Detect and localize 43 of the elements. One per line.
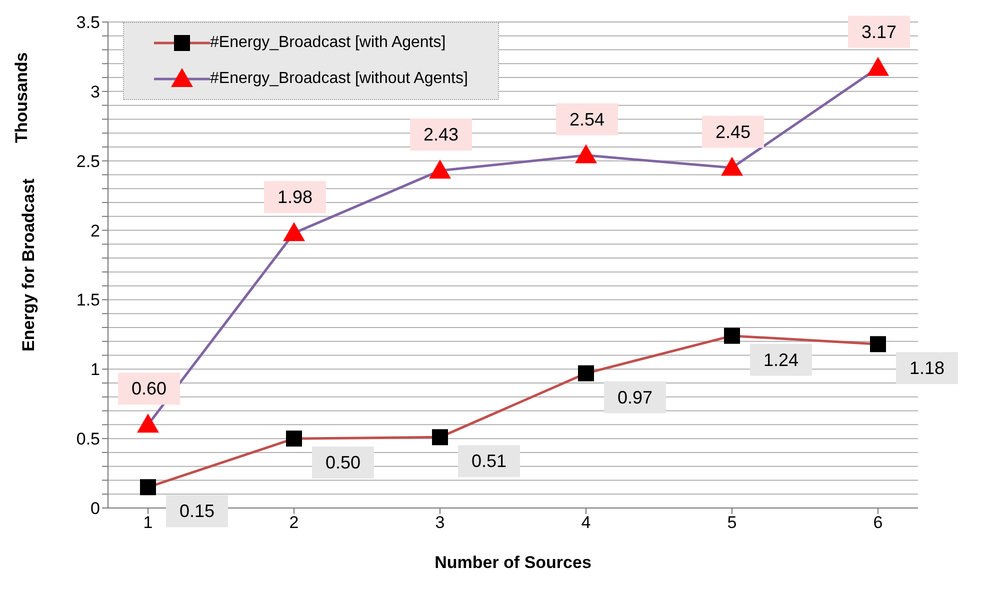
y-tick-label: 3 [90,82,100,102]
legend-label: #Energy_Broadcast [with Agents] [210,34,446,52]
x-tick-label: 1 [143,513,153,532]
data-label: 2.54 [569,109,605,130]
x-tick-label: 4 [581,513,591,532]
data-label: 0.50 [325,452,361,473]
point [283,222,305,242]
data-label: 2.45 [715,122,751,142]
data-label: 1.24 [763,350,799,370]
x-axis-title: Number of Sources [434,553,592,572]
text: Thousands [12,52,32,143]
y-tick-label: 1.5 [76,290,100,310]
point [575,144,597,164]
point [870,336,886,352]
point [724,328,740,344]
x-tick-label: 2 [289,513,299,532]
legend-label: #Energy_Broadcast [without Agents] [210,70,468,88]
y-axis-title: Energy for Broadcast [19,178,38,352]
point [429,160,451,179]
data-label: 0.51 [471,451,507,472]
y-tick-label: 1 [90,360,100,380]
data-label: 1.18 [909,358,945,378]
x-tick-label: 5 [727,513,737,532]
data-label: 0.15 [179,501,215,522]
x-tick-label: 3 [435,513,445,532]
point [721,156,743,176]
y-tick-label: 2 [90,221,100,240]
data-label: 1.98 [277,187,313,208]
y-tick-label: 2.5 [76,152,100,171]
point [432,429,448,446]
x-tick-label: 6 [873,513,883,532]
point [137,414,159,433]
data-label: 0.97 [617,387,653,408]
point [578,365,594,382]
data-label: 3.17 [861,22,897,42]
point [286,430,302,447]
point [867,56,889,76]
y-tick-label: 0 [90,499,100,518]
data-label: 0.60 [131,378,167,399]
y-tick-label: 0.5 [76,430,100,449]
y-tick-label: 3.5 [76,13,100,32]
data-label: 2.43 [423,124,459,145]
point [140,479,156,496]
